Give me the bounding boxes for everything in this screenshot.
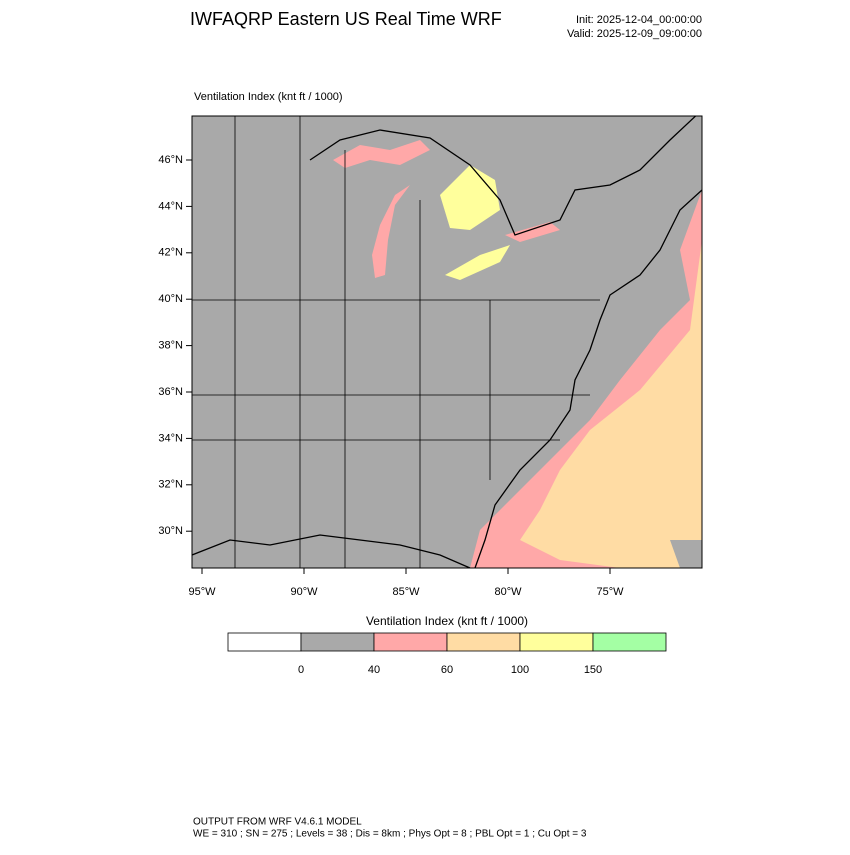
colorbar-box [373,632,448,652]
colorbar-box [300,632,375,652]
colorbar-label: 40 [368,664,380,676]
lon-label: 80°W [494,586,522,598]
colorbar-label: 60 [441,664,453,676]
lon-label: 95°W [188,586,216,598]
init-time: Init: 2025-12-04_00:00:00 [576,14,702,26]
lon-label: 75°W [596,586,624,598]
footer-line: OUTPUT FROM WRF V4.6.1 MODEL [193,817,362,828]
map-frame [191,115,703,569]
valid-time: Valid: 2025-12-09_09:00:00 [567,28,702,40]
lat-label: 42°N [158,247,183,259]
lat-label: 34°N [158,432,183,444]
lon-label: 90°W [290,586,318,598]
colorbar-box [227,632,302,652]
footer-line: WE = 310 ; SN = 275 ; Levels = 38 ; Dis … [193,829,587,840]
lon-label: 85°W [392,586,420,598]
lat-label: 32°N [158,479,183,491]
lat-label: 38°N [158,340,183,352]
lat-label: 44°N [158,200,183,212]
colorbar-box [519,632,594,652]
colorbar-box [446,632,521,652]
colorbar-label: 100 [511,664,529,676]
lat-label: 30°N [158,525,183,537]
lat-label: 36°N [158,386,183,398]
lat-label: 40°N [158,293,183,305]
title: IWFAQRP Eastern US Real Time WRF [190,9,502,29]
colorbar-box [592,632,667,652]
colorbar-label: 0 [298,664,304,676]
map-label: Ventilation Index (knt ft / 1000) [194,91,343,103]
colorbar-title: Ventilation Index (knt ft / 1000) [366,614,528,628]
map [191,115,703,569]
colorbar-label: 150 [584,664,602,676]
lat-label: 46°N [158,154,183,166]
map-fields [192,116,702,568]
